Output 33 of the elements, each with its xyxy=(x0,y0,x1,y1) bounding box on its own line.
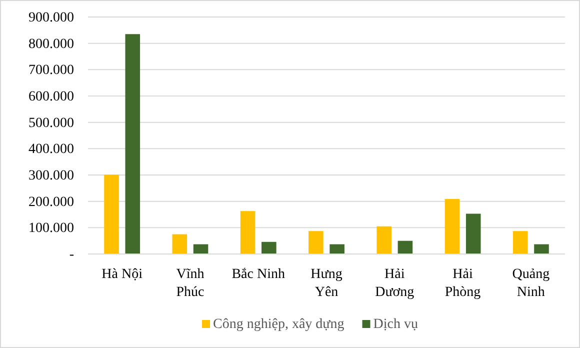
y-tick-label: 700.000 xyxy=(28,63,74,78)
bar xyxy=(376,226,392,254)
bar xyxy=(308,231,324,254)
bar xyxy=(240,211,256,254)
x-tick-label: Bắc Ninh xyxy=(232,267,285,282)
y-tick-label: 500.000 xyxy=(28,116,74,131)
bar xyxy=(512,231,528,254)
y-tick-label: 200.000 xyxy=(28,194,74,210)
x-tick-label: Hải Dương xyxy=(375,267,414,300)
legend-label: Công nghiệp, xây dựng xyxy=(213,317,344,332)
x-tick-label: Quảng Ninh xyxy=(512,267,550,300)
bar xyxy=(398,240,413,254)
x-tick-label: Vĩnh Phúc xyxy=(176,267,204,300)
x-tick-label: Hà Nội xyxy=(102,267,143,282)
y-tick-label: 800.000 xyxy=(28,36,74,52)
bar xyxy=(330,244,344,254)
bar xyxy=(172,234,188,254)
x-tick-label: Hưng Yên xyxy=(310,267,342,300)
y-tick-label: 600.000 xyxy=(28,89,74,104)
y-tick-label: 900.000 xyxy=(28,10,74,26)
x-tick-label: Hải Phòng xyxy=(444,267,481,300)
bar xyxy=(444,198,460,254)
y-tick-label: - xyxy=(69,247,74,262)
y-tick-label: 100.000 xyxy=(28,221,74,236)
bar xyxy=(125,34,140,254)
bar xyxy=(193,244,208,254)
y-tick-label: 300.000 xyxy=(28,168,74,184)
bar xyxy=(104,174,119,254)
y-tick-label: 400.000 xyxy=(28,142,74,158)
bar xyxy=(534,244,549,254)
bar xyxy=(262,242,276,254)
bar xyxy=(466,214,481,254)
legend-label: Dịch vụ xyxy=(373,317,418,332)
